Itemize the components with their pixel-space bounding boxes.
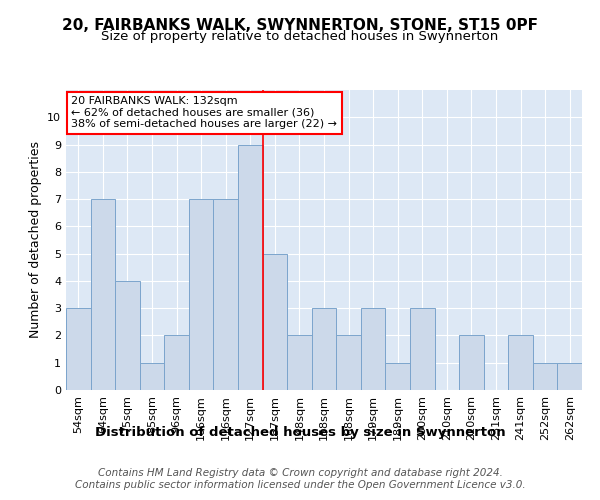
Bar [140, 362, 164, 390]
Bar [312, 308, 336, 390]
Bar [66, 308, 91, 390]
Bar [336, 336, 361, 390]
Bar [263, 254, 287, 390]
Bar [533, 362, 557, 390]
Bar [214, 199, 238, 390]
Y-axis label: Number of detached properties: Number of detached properties [29, 142, 41, 338]
Bar [410, 308, 434, 390]
Bar [459, 336, 484, 390]
Text: Distribution of detached houses by size in Swynnerton: Distribution of detached houses by size … [95, 426, 505, 439]
Bar [287, 336, 312, 390]
Bar [385, 362, 410, 390]
Bar [508, 336, 533, 390]
Text: 20, FAIRBANKS WALK, SWYNNERTON, STONE, ST15 0PF: 20, FAIRBANKS WALK, SWYNNERTON, STONE, S… [62, 18, 538, 32]
Bar [115, 281, 140, 390]
Text: Size of property relative to detached houses in Swynnerton: Size of property relative to detached ho… [101, 30, 499, 43]
Bar [91, 199, 115, 390]
Bar [189, 199, 214, 390]
Text: Contains HM Land Registry data © Crown copyright and database right 2024.: Contains HM Land Registry data © Crown c… [98, 468, 502, 477]
Bar [557, 362, 582, 390]
Text: Contains public sector information licensed under the Open Government Licence v3: Contains public sector information licen… [74, 480, 526, 490]
Text: 20 FAIRBANKS WALK: 132sqm
← 62% of detached houses are smaller (36)
38% of semi-: 20 FAIRBANKS WALK: 132sqm ← 62% of detac… [71, 96, 337, 129]
Bar [164, 336, 189, 390]
Bar [361, 308, 385, 390]
Bar [238, 144, 263, 390]
